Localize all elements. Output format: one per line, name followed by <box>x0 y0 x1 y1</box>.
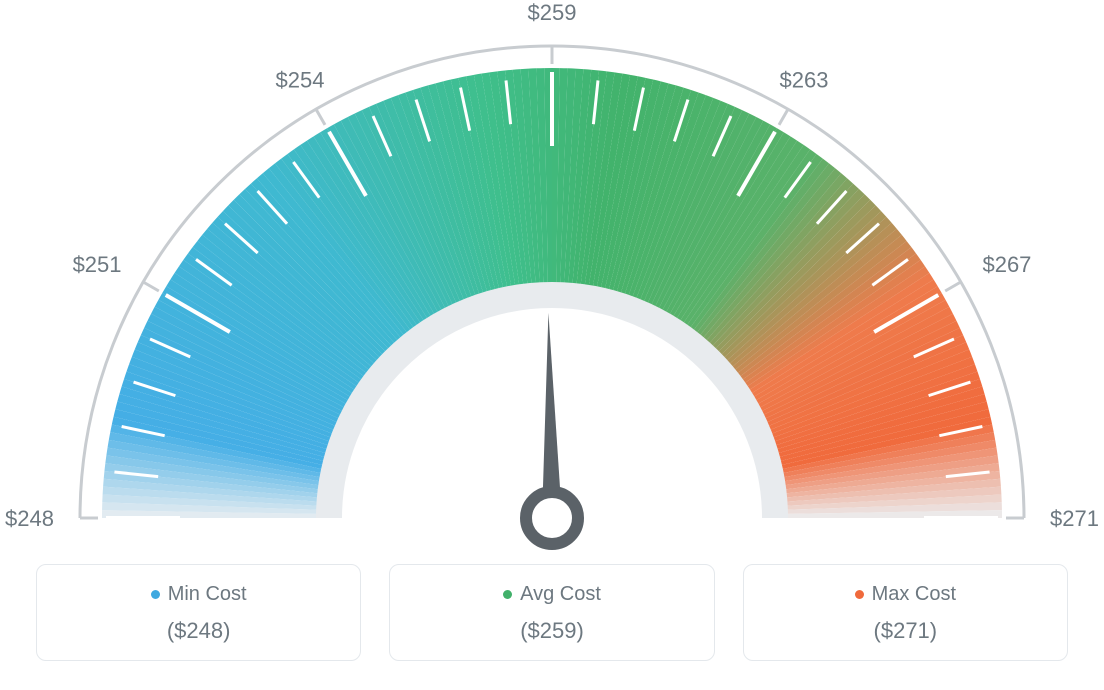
max-bullet-icon <box>855 590 864 599</box>
min-bullet-icon <box>151 590 160 599</box>
avg-value: ($259) <box>402 618 701 644</box>
svg-text:$271: $271 <box>1050 506 1099 531</box>
max-label: Max Cost <box>872 583 956 606</box>
avg-bullet-icon <box>503 590 512 599</box>
svg-text:$248: $248 <box>5 506 54 531</box>
svg-text:$263: $263 <box>780 68 829 93</box>
max-value: ($271) <box>756 618 1055 644</box>
avg-label: Avg Cost <box>520 583 601 606</box>
min-label: Min Cost <box>168 583 247 606</box>
legend-card-min: Min Cost ($248) <box>36 564 361 661</box>
legend-card-avg: Avg Cost ($259) <box>389 564 714 661</box>
legend-row: Min Cost ($248) Avg Cost ($259) Max Cost… <box>0 564 1104 661</box>
legend-card-max: Max Cost ($271) <box>743 564 1068 661</box>
svg-text:$251: $251 <box>73 252 122 277</box>
svg-text:$267: $267 <box>982 252 1031 277</box>
svg-text:$259: $259 <box>528 0 577 25</box>
min-value: ($248) <box>49 618 348 644</box>
svg-text:$254: $254 <box>276 68 325 93</box>
gauge-chart: $248 $251 $254 $259 $263 $267 $271 <box>0 0 1104 560</box>
